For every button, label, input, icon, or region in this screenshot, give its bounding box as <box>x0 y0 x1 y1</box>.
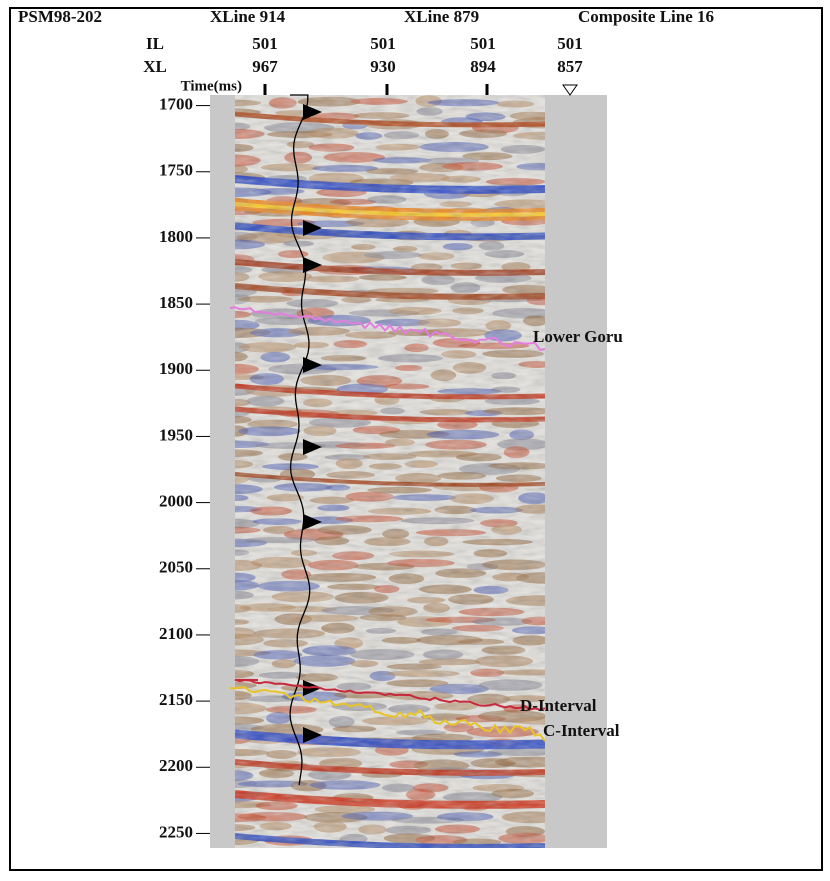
time-tick-label: 1800 <box>159 227 193 246</box>
time-label: Time(ms) <box>181 78 242 94</box>
seismic-noise <box>235 95 545 848</box>
time-tick-label: 2100 <box>159 624 193 643</box>
xl-value: 930 <box>370 57 396 76</box>
log-peak <box>303 514 322 530</box>
frame <box>9 7 823 871</box>
il-value: 501 <box>252 34 278 53</box>
log-peak <box>303 257 322 273</box>
horizon <box>229 686 546 742</box>
log-peak <box>303 357 322 373</box>
il-value: 501 <box>370 34 396 53</box>
horizon-label: C-Interval <box>543 721 620 740</box>
xline: XLine 879 <box>404 7 479 26</box>
horizon <box>229 306 546 351</box>
il-value: 501 <box>470 34 496 53</box>
horizon <box>234 678 546 711</box>
time-tick-label: 1750 <box>159 161 193 180</box>
il-value: 501 <box>557 34 583 53</box>
time-tick-label: 2150 <box>159 690 193 709</box>
log-peak <box>303 727 322 743</box>
horizon-label: D-Interval <box>520 696 597 715</box>
time-tick-label: 2050 <box>159 558 193 577</box>
xl-value: 894 <box>470 57 496 76</box>
seismic-data <box>235 95 545 848</box>
time-tick-label: 1700 <box>159 94 193 113</box>
xl-value: 967 <box>252 57 278 76</box>
horizon-label: Lower Goru <box>533 327 623 346</box>
time-tick-label: 1950 <box>159 425 193 444</box>
log-peak <box>303 104 322 120</box>
xl-value: 857 <box>557 57 583 76</box>
xl-label: XL <box>143 57 167 76</box>
time-tick-label: 2250 <box>159 822 193 841</box>
log-peak <box>303 439 322 455</box>
il-label: IL <box>146 34 164 53</box>
time-tick-label: 2000 <box>159 492 193 511</box>
well-log <box>289 94 311 786</box>
log-peak <box>303 220 322 236</box>
time-tick-label: 2200 <box>159 756 193 775</box>
composite: Composite Line 16 <box>578 7 714 26</box>
survey: PSM98-202 <box>18 7 102 26</box>
trace-marker <box>562 84 578 96</box>
time-tick-label: 1850 <box>159 293 193 312</box>
xline: XLine 914 <box>210 7 286 26</box>
time-tick-label: 1900 <box>159 359 193 378</box>
